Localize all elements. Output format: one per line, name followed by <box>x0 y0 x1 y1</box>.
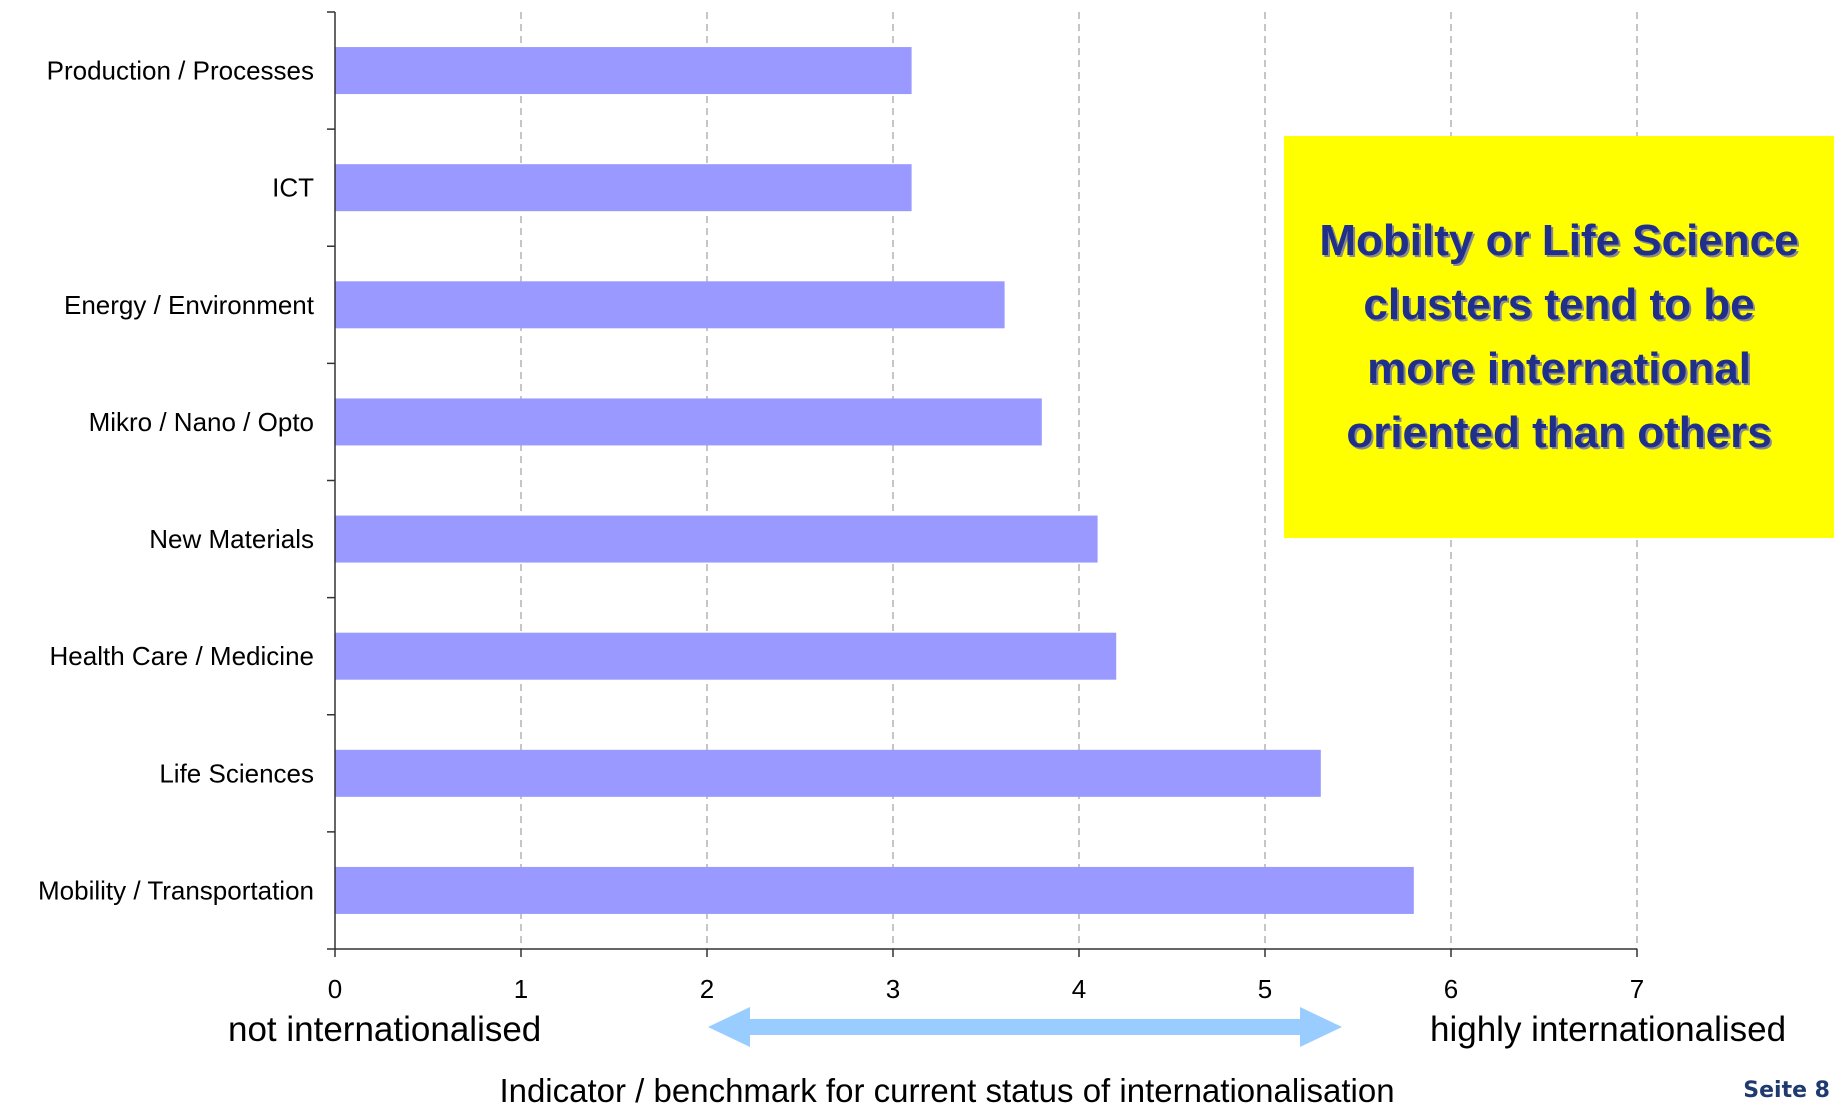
arrow-shaft <box>750 1019 1300 1035</box>
x-tick-label: 0 <box>328 974 342 1004</box>
bar <box>335 632 1117 680</box>
double-arrow-icon <box>708 1007 1342 1047</box>
x-tick-label: 6 <box>1444 974 1458 1004</box>
category-labels: Production / Processes ICT Energy / Enviro… <box>38 56 315 906</box>
callout-text: Mobilty or Life Science clusters tend to… <box>1319 216 1799 457</box>
x-tick-label: 4 <box>1072 974 1086 1004</box>
x-tick-label: 7 <box>1630 974 1644 1004</box>
category-label: Production / Processes <box>47 56 314 86</box>
category-label: Life Sciences <box>159 758 314 788</box>
page-number: Seite 8 <box>1743 1078 1830 1103</box>
category-label: ICT <box>272 173 314 203</box>
category-label: Energy / Environment <box>64 290 315 320</box>
scale-low-label: not internationalised <box>228 1010 542 1049</box>
arrow-head-right <box>1300 1007 1342 1047</box>
category-label: New Materials <box>149 524 314 554</box>
axes <box>327 11 1638 957</box>
x-tick-label: 1 <box>514 974 528 1004</box>
bar <box>335 515 1098 563</box>
bars <box>335 47 1414 914</box>
scale-high-label: highly internationalised <box>1430 1010 1787 1049</box>
callout-box: Mobilty or Life Science clusters tend to… <box>1284 136 1834 538</box>
bar <box>335 281 1005 329</box>
category-label: Mikro / Nano / Opto <box>89 407 314 437</box>
category-label: Health Care / Medicine <box>50 641 314 671</box>
category-label: Mobility / Transportation <box>38 875 314 905</box>
x-tick-label: 2 <box>700 974 714 1004</box>
bar <box>335 866 1414 914</box>
x-tick-label: 5 <box>1258 974 1272 1004</box>
bar <box>335 47 912 95</box>
bar <box>335 749 1321 797</box>
x-tick-labels: 0 1 2 3 4 5 6 7 <box>328 974 1644 1004</box>
arrow-head-left <box>708 1007 750 1047</box>
bar <box>335 398 1042 446</box>
bar <box>335 164 912 212</box>
x-tick-label: 3 <box>886 974 900 1004</box>
x-axis-title: Indicator / benchmark for current status… <box>499 1072 1395 1109</box>
